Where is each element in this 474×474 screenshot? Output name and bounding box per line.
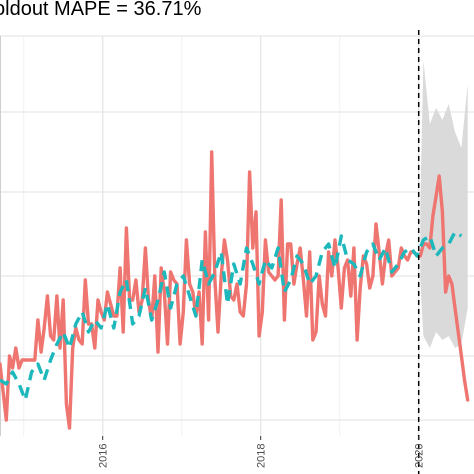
chart-title: oldout MAPE = 36.71% [0, 0, 202, 20]
fitted-series-line [0, 230, 463, 402]
x-tick-label: 2016 [98, 444, 110, 468]
actual-series-line [0, 150, 470, 430]
series-layer [0, 150, 470, 430]
x-axis: 2016 2018 2020 [98, 436, 426, 468]
x-tick-label: 2020 [414, 444, 426, 468]
x-tick-label: 2018 [256, 444, 268, 468]
grid-layer [0, 35, 474, 436]
prediction-interval-layer [420, 60, 468, 348]
prediction-interval-band [420, 60, 468, 348]
